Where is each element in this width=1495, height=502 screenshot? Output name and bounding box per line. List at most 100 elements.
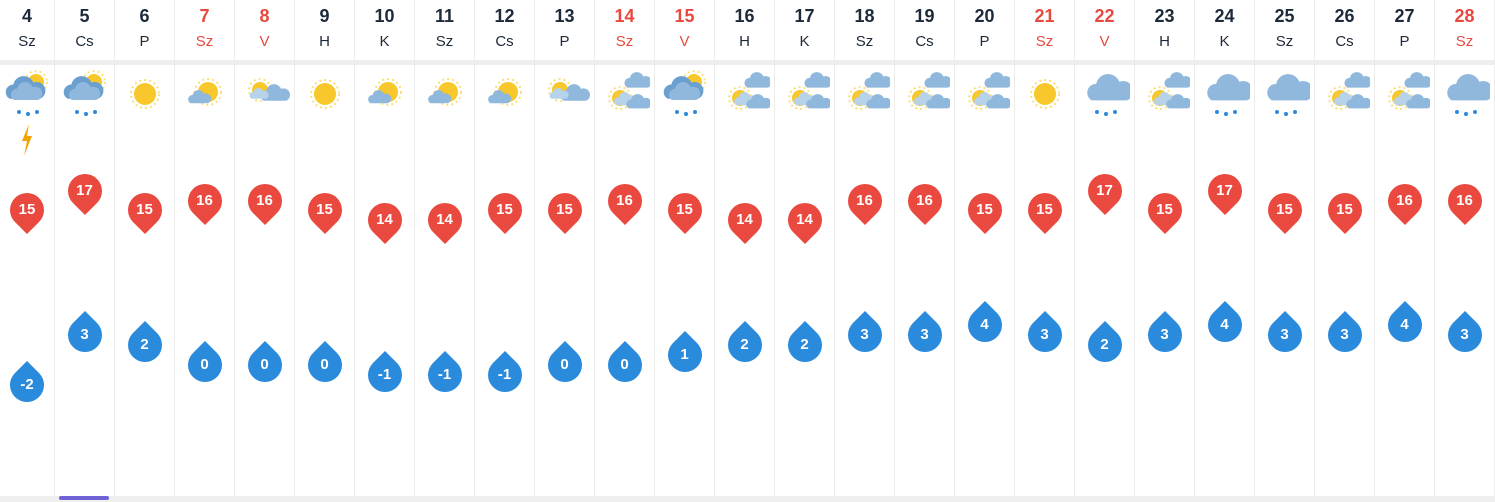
sun-small-cloud-icon [420,68,470,122]
day-number: 16 [734,6,755,26]
day-name: Sz [615,33,634,50]
day-column[interactable]: 24 K 17 4 [1195,0,1255,496]
day-number: 24 [1214,6,1235,26]
day-number: 6 [139,6,150,26]
day-number: 20 [974,6,995,26]
day-column[interactable]: 23 H 15 3 [1135,0,1195,496]
min-temp-value: 4 [1400,316,1409,333]
header-separator [595,60,654,65]
max-temp-value: 15 [1156,201,1173,219]
day-column[interactable]: 14 Sz 16 0 [595,0,655,496]
day-column[interactable]: 25 Sz 15 3 [1255,0,1315,496]
day-header: 11 Sz [415,0,474,60]
min-temp-value: 2 [140,336,149,353]
day-header: 22 V [1075,0,1134,60]
day-header: 23 H [1135,0,1194,60]
header-separator [1195,60,1254,65]
min-temp-value: 3 [1040,326,1049,343]
partly-cloudy-icon [900,68,952,122]
partly-cloudy-icon [960,68,1012,122]
min-temp-value: -1 [377,366,392,383]
header-separator [1015,60,1074,65]
day-name: V [679,33,690,50]
day-column[interactable]: 4 Sz 15 -2 [0,0,55,496]
day-header: 4 Sz [0,0,54,60]
sun-cloud-icon [540,68,590,122]
partly-cloudy-icon [840,68,892,122]
header-separator [175,60,234,65]
day-header: 5 Cs [55,0,114,60]
day-column[interactable]: 19 Cs 16 3 [895,0,955,496]
day-column[interactable]: 10 K 14 -1 [355,0,415,496]
max-temp-value: 15 [1276,201,1293,219]
day-name: Sz [435,33,454,50]
day-column[interactable]: 22 V 17 2 [1075,0,1135,496]
header-separator [715,60,774,65]
day-name: H [1159,33,1170,50]
day-column[interactable]: 21 Sz 15 3 [1015,0,1075,496]
header-separator [115,60,174,65]
day-column[interactable]: 26 Cs 15 3 [1315,0,1375,496]
day-name: K [1219,33,1230,50]
day-name: Cs [1335,33,1354,50]
header-separator [775,60,834,65]
min-temp-value: 3 [920,326,929,343]
rain-cloud-icon [1200,68,1253,122]
day-name: V [1099,33,1110,50]
max-temp-value: 17 [1096,182,1113,199]
day-header: 13 P [535,0,594,60]
day-column[interactable]: 8 V 16 0 [235,0,295,496]
day-number: 5 [79,6,90,26]
max-temp-value: 14 [796,211,813,228]
day-column[interactable]: 6 P 15 2 [115,0,175,496]
day-name: Sz [1455,33,1474,50]
header-separator [895,60,954,65]
day-column[interactable]: 20 P 15 4 [955,0,1015,496]
day-number: 22 [1094,6,1115,26]
min-temp-value: 3 [1160,326,1169,343]
scrollbar-thumb[interactable] [59,496,109,500]
lightning-icon [20,124,34,156]
header-separator [955,60,1014,65]
day-column[interactable]: 12 Cs 15 -1 [475,0,535,496]
day-header: 20 P [955,0,1014,60]
day-column[interactable]: 28 Sz 16 3 [1435,0,1495,496]
day-number: 21 [1034,6,1055,26]
sun-small-cloud-icon [180,68,230,122]
max-temp-value: 15 [136,201,153,219]
header-separator [235,60,294,65]
day-header: 18 Sz [835,0,894,60]
day-column[interactable]: 15 V 15 1 [655,0,715,496]
min-temp-value: 3 [1340,326,1349,343]
day-name: Sz [18,33,36,50]
partly-cloudy-icon [1320,68,1372,122]
day-name: P [139,33,150,50]
min-temp-value: 3 [1460,326,1469,343]
day-column[interactable]: 17 K 14 2 [775,0,835,496]
min-temp-value: 3 [80,326,89,343]
day-name: P [1399,33,1410,50]
day-column[interactable]: 5 Cs 17 3 [55,0,115,496]
scrollbar-track[interactable] [0,496,1495,502]
header-separator [1075,60,1134,65]
day-number: 25 [1274,6,1295,26]
day-name: Sz [195,33,214,50]
cloud-sun-rain-icon [2,68,52,122]
max-temp-value: 17 [1216,182,1233,199]
day-column[interactable]: 27 P 16 4 [1375,0,1435,496]
header-separator [475,60,534,65]
day-header: 21 Sz [1015,0,1074,60]
day-column[interactable]: 18 Sz 16 3 [835,0,895,496]
day-number: 28 [1454,6,1475,26]
day-column[interactable]: 11 Sz 14 -1 [415,0,475,496]
day-number: 14 [614,6,635,26]
day-column[interactable]: 9 H 15 0 [295,0,355,496]
day-number: 23 [1154,6,1175,26]
max-temp-value: 15 [1336,201,1353,219]
day-column[interactable]: 13 P 15 0 [535,0,595,496]
day-column[interactable]: 16 H 14 2 [715,0,775,496]
day-column[interactable]: 7 Sz 16 0 [175,0,235,496]
